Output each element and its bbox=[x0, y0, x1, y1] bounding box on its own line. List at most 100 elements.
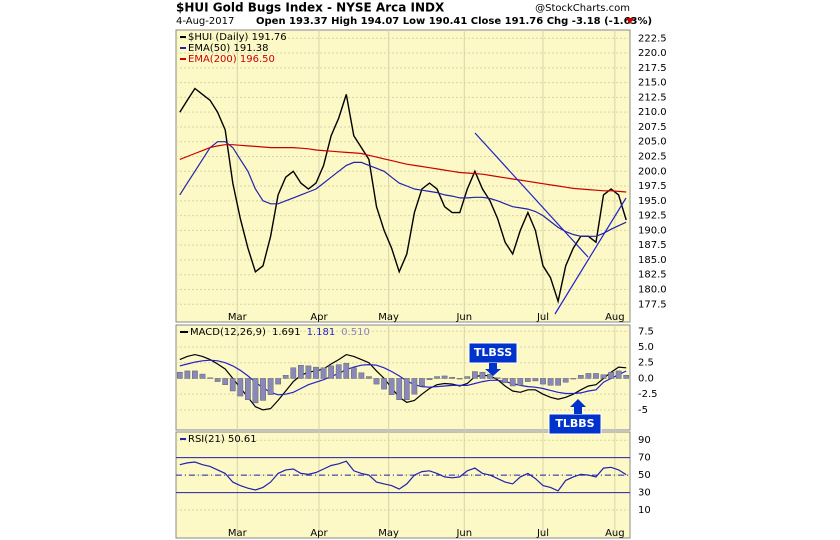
histogram-bar bbox=[320, 367, 327, 379]
y-tick-label: 50 bbox=[638, 470, 651, 481]
histogram-bar bbox=[229, 378, 236, 392]
histogram-bar bbox=[290, 367, 297, 379]
histogram-bar bbox=[555, 378, 561, 386]
x-tick-label: May bbox=[378, 312, 399, 323]
x-tick-label: Mar bbox=[228, 312, 248, 323]
y-tick-label: 90 bbox=[638, 435, 651, 446]
x-tick-label: Mar bbox=[228, 528, 248, 539]
legend-title: MACD(12,26,9) bbox=[190, 327, 266, 338]
histogram-bar bbox=[199, 373, 206, 379]
histogram-bar bbox=[570, 378, 577, 380]
histogram-bar bbox=[615, 370, 622, 379]
y-tick-label: 217.5 bbox=[638, 63, 667, 74]
histogram-bar bbox=[313, 366, 319, 379]
trendline bbox=[554, 197, 627, 315]
series-line bbox=[179, 144, 627, 193]
y-tick-label: 202.5 bbox=[638, 151, 667, 162]
rsi-panel bbox=[175, 431, 631, 539]
histogram-bar bbox=[456, 378, 463, 380]
x-tick-label: Jun bbox=[455, 312, 472, 323]
y-tick-label: 187.5 bbox=[638, 240, 667, 251]
y-tick-label: 10 bbox=[638, 505, 651, 516]
histogram-bar bbox=[298, 365, 304, 379]
histogram-bar bbox=[472, 371, 478, 379]
legend-entry: 0.510 bbox=[341, 327, 370, 338]
histogram-bar bbox=[419, 378, 425, 387]
histogram-bar bbox=[176, 371, 183, 379]
histogram-bar bbox=[585, 373, 592, 379]
series-line bbox=[179, 460, 627, 492]
histogram-bar bbox=[207, 377, 213, 379]
x-tick-label: Apr bbox=[310, 528, 328, 539]
histogram-bar bbox=[502, 378, 508, 384]
y-tick-label: 220.0 bbox=[638, 48, 667, 59]
x-tick-label: Jun bbox=[455, 528, 472, 539]
histogram-bar bbox=[335, 364, 342, 379]
histogram-bar bbox=[381, 378, 387, 390]
y-tick-label: 30 bbox=[638, 488, 651, 499]
histogram-bar bbox=[214, 378, 221, 382]
histogram-bar bbox=[487, 373, 493, 379]
histogram-bar bbox=[608, 371, 614, 379]
histogram-bar bbox=[532, 378, 539, 382]
histogram-bar bbox=[282, 375, 289, 379]
y-tick-label: 215.0 bbox=[638, 78, 667, 89]
y-tick-label: 70 bbox=[638, 453, 651, 464]
y-tick-label: 2.5 bbox=[638, 358, 654, 369]
y-tick-label: 182.5 bbox=[638, 270, 667, 281]
y-tick-label: 210.0 bbox=[638, 107, 667, 118]
histogram-bar bbox=[517, 378, 524, 386]
x-tick-label: Jul bbox=[536, 528, 549, 539]
histogram-bar bbox=[245, 378, 251, 401]
histogram-bar bbox=[358, 372, 365, 379]
histogram-bar bbox=[388, 378, 395, 395]
x-tick-label: Aug bbox=[605, 312, 625, 323]
histogram-bar bbox=[350, 367, 357, 379]
histogram-bar bbox=[426, 378, 433, 380]
y-tick-label: -5 bbox=[638, 405, 648, 416]
histogram-bar bbox=[479, 371, 486, 379]
legend-entry: $HUI (Daily) 191.76 bbox=[188, 32, 287, 43]
y-tick-label: 205.0 bbox=[638, 137, 667, 148]
histogram-bar bbox=[366, 376, 372, 379]
legend-entry: 1.181 bbox=[307, 327, 336, 338]
legend-entry: 1.691 bbox=[272, 327, 301, 338]
annotation: TLBBS bbox=[555, 417, 594, 430]
histogram-bar bbox=[547, 378, 554, 386]
y-tick-label: 5.0 bbox=[638, 342, 654, 353]
annotation: TLBSS bbox=[474, 346, 512, 359]
histogram-bar bbox=[275, 378, 281, 385]
y-tick-label: -2.5 bbox=[638, 389, 658, 400]
histogram-bar bbox=[464, 376, 471, 379]
histogram-bar bbox=[593, 373, 599, 379]
y-tick-label: 195.0 bbox=[638, 196, 667, 207]
histogram-bar bbox=[434, 376, 440, 379]
quote: Open 193.37 High 194.07 Low 190.41 Close… bbox=[256, 16, 652, 27]
histogram-bar bbox=[509, 378, 516, 387]
histogram-bar bbox=[577, 375, 584, 379]
histogram-bar bbox=[540, 378, 546, 385]
histogram-bar bbox=[237, 378, 244, 397]
histogram-bar bbox=[260, 378, 266, 401]
histogram-bar bbox=[494, 377, 501, 379]
y-tick-label: 185.0 bbox=[638, 255, 667, 266]
y-tick-label: 180.0 bbox=[638, 284, 667, 295]
histogram-bar bbox=[411, 378, 418, 395]
x-tick-label: Jul bbox=[536, 312, 549, 323]
y-tick-label: 7.5 bbox=[638, 326, 654, 337]
y-tick-label: 212.5 bbox=[638, 92, 667, 103]
x-tick-label: Apr bbox=[310, 312, 328, 323]
chart-title: $HUI Gold Bugs Index - NYSE Arca INDX bbox=[176, 1, 445, 15]
y-tick-label: 190.0 bbox=[638, 225, 667, 236]
down-arrow bbox=[626, 18, 634, 24]
y-tick-label: 200.0 bbox=[638, 166, 667, 177]
price-panel bbox=[175, 29, 631, 323]
arrow bbox=[570, 399, 586, 414]
y-tick-label: 222.5 bbox=[638, 33, 667, 44]
macd-panel bbox=[175, 324, 631, 431]
histogram-bar bbox=[562, 378, 569, 383]
x-tick-label: Aug bbox=[605, 528, 625, 539]
histogram-bar bbox=[449, 376, 456, 379]
